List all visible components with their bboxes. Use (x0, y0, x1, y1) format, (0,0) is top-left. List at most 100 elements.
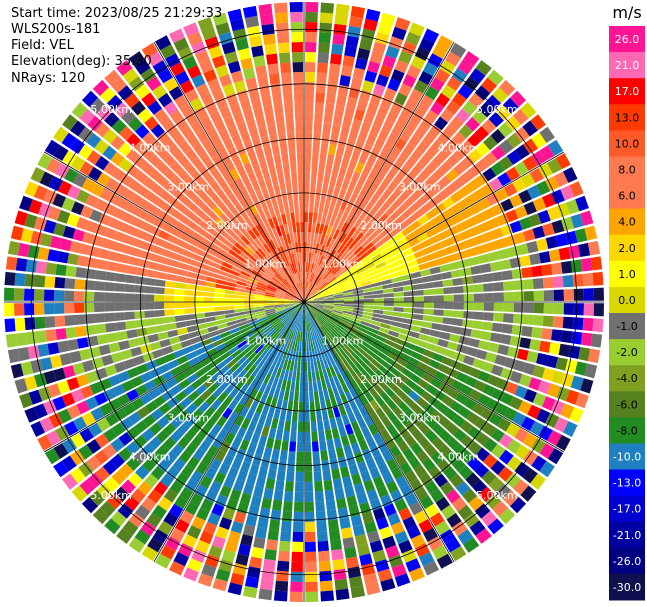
gate-cell (502, 490, 519, 507)
gate-cell (253, 356, 263, 367)
gate-cell (304, 252, 307, 262)
gate-cell (536, 180, 551, 196)
gate-cell (348, 240, 358, 250)
gate-cell (230, 70, 244, 83)
colorbar-swatch (609, 573, 645, 601)
gate-cell (302, 262, 304, 272)
gate-cell (358, 343, 369, 353)
gate-cell (297, 262, 301, 273)
gate-cell (330, 282, 340, 289)
range-ring-label: 5.00km (476, 489, 518, 502)
gate-cell (547, 206, 561, 221)
gate-cell (203, 173, 216, 185)
gate-cell (285, 244, 291, 255)
gate-cell (348, 87, 360, 99)
gate-cell (76, 400, 90, 415)
gate-cell (259, 371, 268, 382)
gate-cell (298, 351, 302, 362)
gate-cell (253, 55, 266, 67)
gate-cell (445, 100, 461, 115)
gate-cell (453, 147, 467, 161)
range-ring-label: 2.00km (360, 373, 402, 386)
gate-cell (364, 70, 378, 83)
gate-cell (382, 361, 393, 371)
gate-cell (396, 237, 408, 247)
gate-cell (445, 51, 461, 67)
gate-cell (188, 330, 200, 339)
gate-cell (239, 152, 250, 165)
gate-cell (351, 283, 362, 289)
gate-cell (304, 292, 306, 302)
gate-cell (286, 254, 292, 265)
gate-cell (117, 197, 131, 211)
gate-cell (409, 501, 424, 516)
gate-cell (452, 414, 466, 428)
gate-cell (423, 527, 438, 542)
gate-cell (215, 314, 226, 321)
gate-cell (369, 205, 380, 217)
gate-cell (322, 358, 329, 369)
gate-cell (223, 355, 234, 365)
gate-cell (157, 382, 170, 394)
gate-cell (317, 52, 329, 64)
gate-cell (385, 45, 400, 59)
gate-cell (217, 201, 229, 213)
gate-cell (343, 190, 353, 202)
gate-cell (369, 444, 381, 457)
gate-cell (368, 168, 379, 181)
gate-cell (184, 176, 197, 189)
gate-cell (78, 444, 93, 460)
gate-cell (414, 543, 430, 558)
gate-cell (360, 320, 371, 327)
colorbar-tick-label: 13.0 (615, 111, 640, 124)
gate-cell (191, 74, 206, 88)
gate-cell (327, 184, 335, 196)
gate-cell (329, 250, 337, 260)
gate-cell (62, 473, 78, 490)
gate-cell (318, 203, 325, 214)
gate-cell (217, 323, 228, 330)
gate-cell (406, 64, 421, 79)
gate-cell (244, 232, 254, 243)
gate-cell (404, 493, 419, 507)
gate-cell (293, 341, 298, 352)
gate-cell (294, 321, 299, 331)
gate-cell (64, 315, 76, 326)
gate-cell (377, 568, 393, 582)
gate-cell (346, 342, 356, 352)
gate-cell (423, 62, 438, 77)
gate-cell (168, 259, 181, 268)
gate-cell (253, 237, 263, 248)
gate-cell (424, 109, 439, 124)
gate-cell (275, 236, 283, 248)
gate-cell (153, 481, 168, 496)
gate-cell (392, 406, 404, 419)
gate-cell (462, 276, 473, 285)
gate-cell (332, 311, 342, 317)
gate-cell (197, 426, 210, 440)
gate-cell (398, 507, 412, 521)
gate-cell (349, 277, 360, 284)
gate-cell (438, 146, 452, 160)
nrays-label: NRays: 120 (11, 71, 86, 86)
gate-cell (349, 320, 360, 327)
gate-cell (234, 242, 245, 252)
gate-cell (170, 416, 184, 429)
gate-cell (371, 316, 383, 323)
gate-cell (333, 253, 342, 263)
gate-cell (184, 501, 199, 516)
gate-cell (253, 266, 264, 275)
gate-cell (436, 402, 450, 415)
gate-cell (351, 150, 361, 162)
gate-cell (322, 246, 329, 257)
gate-cell (472, 320, 483, 330)
gate-cell (379, 247, 391, 257)
gate-cell (369, 181, 380, 193)
gate-cell (147, 537, 163, 553)
gate-cell (279, 246, 286, 257)
gate-cell (573, 303, 584, 316)
gate-cell (116, 528, 133, 544)
gate-cell (124, 496, 140, 512)
gate-cell (204, 286, 215, 293)
gate-cell (293, 92, 304, 103)
